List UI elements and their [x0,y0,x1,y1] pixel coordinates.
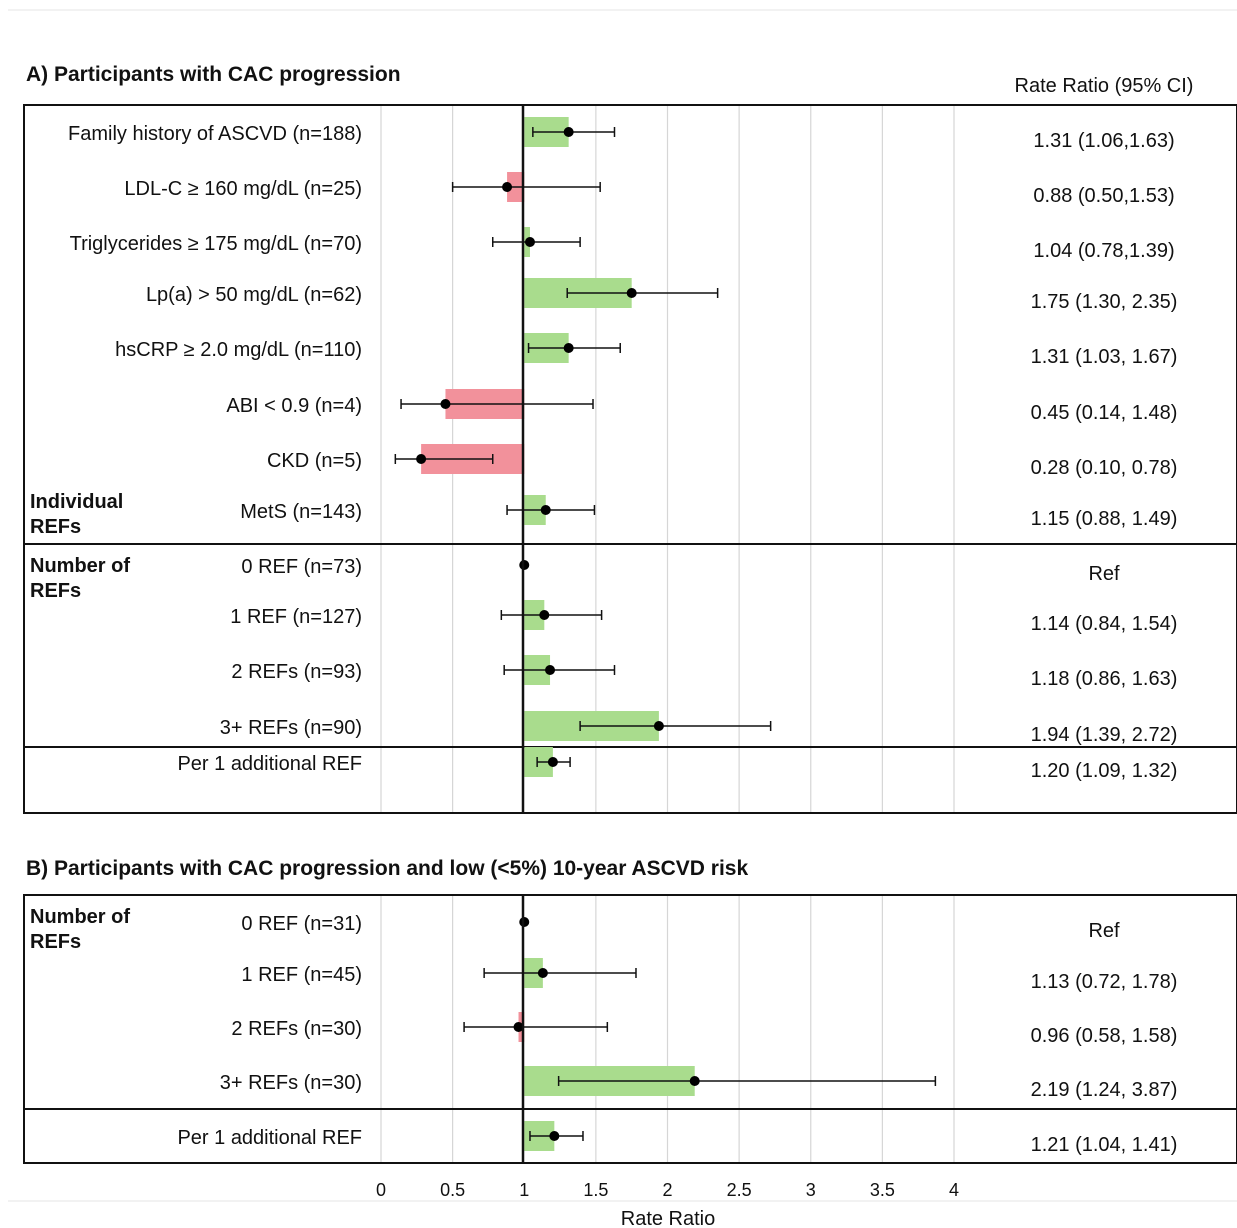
forest-row: 1 REF (n=127) 1.14 (0.84, 1.54) [230,600,1177,635]
x-tick-label: 1 [519,1180,529,1200]
row-label: 3+ REFs (n=30) [220,1072,362,1094]
point-estimate [539,610,550,620]
ci-value-text: 0.96 (0.58, 1.58) [1031,1025,1178,1047]
row-label: LDL-C ≥ 160 mg/dL (n=25) [124,178,362,200]
forest-row: 0 REF (n=73) Ref [241,556,1120,585]
panel-a-title: A) Participants with CAC progression [26,63,401,86]
panel-b-frame [23,894,1237,1164]
panel-b: B) Participants with CAC progression and… [23,857,1237,1164]
forest-row: ABI < 0.9 (n=4) 0.45 (0.14, 1.48) [226,389,1177,424]
ci-value-text: 1.21 (1.04, 1.41) [1031,1134,1178,1156]
point-estimate [513,1022,524,1032]
row-label: Triglycerides ≥ 175 mg/dL (n=70) [70,233,362,255]
row-label: ABI < 0.9 (n=4) [226,395,362,417]
x-axis-label: Rate Ratio [621,1208,716,1228]
point-estimate [547,757,558,767]
x-tick-label: 4 [949,1180,959,1200]
forest-row: 2 REFs (n=30) 0.96 (0.58, 1.58) [231,1012,1177,1047]
point-estimate [689,1076,700,1086]
x-tick-label: 3.5 [870,1180,895,1200]
row-label: 2 REFs (n=30) [231,1018,362,1040]
ci-value-text: 1.14 (0.84, 1.54) [1031,613,1178,635]
ci-value-text: 1.04 (0.78,1.39) [1033,240,1174,262]
ci-value-text: 0.45 (0.14, 1.48) [1031,402,1178,424]
row-label: 1 REF (n=127) [230,606,362,628]
row-label: 1 REF (n=45) [241,964,362,986]
panel-a: A) Participants with CAC progression Rat… [23,63,1237,814]
group-label-individual-refs: Individual REFs [30,491,123,538]
forest-row: CKD (n=5) 0.28 (0.10, 0.78) [267,444,1177,479]
rows-a: Family history of ASCVD (n=188) 1.31 (1.0… [68,117,1177,782]
forest-row: 3+ REFs (n=90) 1.94 (1.39, 2.72) [220,711,1178,746]
row-label: hsCRP ≥ 2.0 mg/dL (n=110) [115,339,362,361]
panel-a-frame [23,104,1237,814]
row-label: Lp(a) > 50 mg/dL (n=62) [146,284,362,306]
point-estimate [502,182,513,192]
ci-value-text: 1.31 (1.06,1.63) [1033,130,1174,152]
rows-b: 0 REF (n=31) Ref 1 REF (n=45) 1.13 (0.72, 1… [177,913,1177,1156]
gridlines-b [380,895,955,1163]
forest-row: Triglycerides ≥ 175 mg/dL (n=70) 1.04 (0.… [70,227,1175,262]
row-label: MetS (n=143) [240,501,362,523]
group-label-number-of-refs-a: Number of REFs [30,555,130,602]
row-label: 0 REF (n=73) [241,556,362,578]
point-estimate [563,127,574,137]
panel-b-title: B) Participants with CAC progression and… [26,857,748,880]
ci-value-text: Ref [1088,920,1120,942]
ci-value-text: 1.20 (1.09, 1.32) [1031,760,1178,782]
ci-column-header: Rate Ratio (95% CI) [1015,75,1194,97]
ci-value-text: 0.28 (0.10, 0.78) [1031,457,1178,479]
forest-row: Family history of ASCVD (n=188) 1.31 (1.0… [68,117,1175,152]
ci-value-text: 2.19 (1.24, 3.87) [1031,1079,1178,1101]
group-label-number-of-refs-b: Number of REFs [30,906,130,953]
forest-row: 3+ REFs (n=30) 2.19 (1.24, 3.87) [220,1066,1178,1101]
row-label: Per 1 additional REF [177,753,362,775]
row-label: Family history of ASCVD (n=188) [68,123,362,145]
point-estimate [653,721,664,731]
row-label: Per 1 additional REF [177,1127,362,1149]
x-tick-label: 3 [806,1180,816,1200]
forest-row: hsCRP ≥ 2.0 mg/dL (n=110) 1.31 (1.03, 1.6… [115,333,1177,368]
x-axis-ticks: 0 0.5 1 1.5 2 2.5 3 3.5 4 [376,1180,959,1200]
forest-row: 1 REF (n=45) 1.13 (0.72, 1.78) [241,958,1177,993]
ci-value-text: 0.88 (0.50,1.53) [1033,185,1174,207]
ci-value-text: 1.94 (1.39, 2.72) [1031,724,1178,746]
forest-row: 0 REF (n=31) Ref [241,913,1120,942]
forest-row: 2 REFs (n=93) 1.18 (0.86, 1.63) [231,655,1177,690]
point-estimate [537,968,548,978]
ci-value-text: Ref [1088,563,1120,585]
ci-value-text: 1.15 (0.88, 1.49) [1031,508,1178,530]
ci-value-text: 1.31 (1.03, 1.67) [1031,346,1178,368]
row-label: 3+ REFs (n=90) [220,717,362,739]
point-estimate [549,1131,560,1141]
point-estimate [563,343,574,353]
forest-row: LDL-C ≥ 160 mg/dL (n=25) 0.88 (0.50,1.53) [124,172,1175,207]
ci-value-text: 1.75 (1.30, 2.35) [1031,291,1178,313]
x-tick-label: 1.5 [583,1180,608,1200]
point-estimate [416,454,427,464]
x-tick-label: 0 [376,1180,386,1200]
row-label: CKD (n=5) [267,450,362,472]
x-axis: 0 0.5 1 1.5 2 2.5 3 3.5 4 Rate Ratio [8,1180,1237,1228]
x-tick-label: 0.5 [440,1180,465,1200]
forest-row: Per 1 additional REF 1.20 (1.09, 1.32) [177,747,1177,782]
x-tick-label: 2.5 [727,1180,752,1200]
x-tick-label: 2 [662,1180,672,1200]
forest-row: MetS (n=143) 1.15 (0.88, 1.49) [240,495,1177,530]
row-label: 2 REFs (n=93) [231,661,362,683]
point-estimate [626,288,637,298]
point-estimate [440,399,451,409]
forest-row: Per 1 additional REF 1.21 (1.04, 1.41) [177,1121,1177,1156]
point-estimate [540,505,551,515]
point-estimate [524,237,535,247]
gridlines-a [380,105,955,813]
forest-row: Lp(a) > 50 mg/dL (n=62) 1.75 (1.30, 2.35) [146,278,1177,313]
ci-value-text: 1.18 (0.86, 1.63) [1031,668,1178,690]
point-estimate [545,665,556,675]
ci-value-text: 1.13 (0.72, 1.78) [1031,971,1178,993]
row-label: 0 REF (n=31) [241,913,362,935]
